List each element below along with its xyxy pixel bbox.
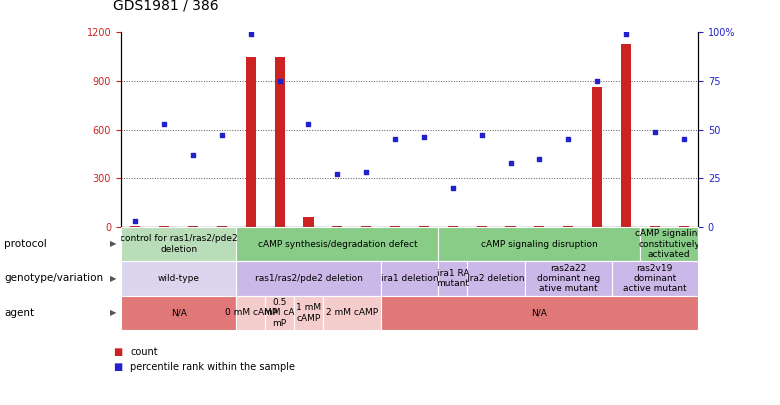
Point bbox=[678, 136, 690, 143]
Bar bbox=[679, 226, 689, 227]
Point bbox=[245, 31, 257, 38]
Text: cAMP synthesis/degradation defect: cAMP synthesis/degradation defect bbox=[257, 239, 417, 249]
Bar bbox=[332, 226, 342, 227]
Text: ras2v19
dominant
active mutant: ras2v19 dominant active mutant bbox=[623, 264, 686, 293]
Text: genotype/variation: genotype/variation bbox=[4, 273, 103, 283]
Point bbox=[649, 128, 661, 135]
Bar bbox=[438, 227, 640, 261]
Point bbox=[389, 136, 402, 143]
Point bbox=[332, 171, 344, 177]
Bar bbox=[265, 296, 294, 330]
Bar bbox=[130, 226, 140, 227]
Text: control for ras1/ras2/pde2
deletion: control for ras1/ras2/pde2 deletion bbox=[120, 234, 237, 254]
Point bbox=[476, 132, 488, 139]
Point bbox=[158, 121, 171, 127]
Bar bbox=[467, 261, 525, 296]
Bar bbox=[650, 226, 660, 227]
Bar bbox=[303, 217, 314, 227]
Text: 2 mM cAMP: 2 mM cAMP bbox=[326, 308, 378, 318]
Point bbox=[418, 134, 431, 141]
Bar bbox=[621, 44, 631, 227]
Text: ▶: ▶ bbox=[110, 274, 116, 283]
Text: percentile rank within the sample: percentile rank within the sample bbox=[130, 362, 296, 371]
Point bbox=[591, 78, 604, 84]
Bar bbox=[159, 226, 169, 227]
Bar bbox=[419, 226, 429, 227]
Point bbox=[447, 185, 459, 191]
Text: ▶: ▶ bbox=[110, 239, 116, 249]
Bar bbox=[121, 296, 236, 330]
Bar bbox=[236, 296, 265, 330]
Bar bbox=[438, 261, 467, 296]
Point bbox=[129, 218, 142, 224]
Point bbox=[505, 160, 517, 166]
Bar bbox=[381, 296, 698, 330]
Text: wild-type: wild-type bbox=[158, 274, 200, 283]
Text: ira1 deletion: ira1 deletion bbox=[381, 274, 438, 283]
Text: ■: ■ bbox=[113, 347, 122, 357]
Text: ira2 deletion: ira2 deletion bbox=[467, 274, 525, 283]
Text: ■: ■ bbox=[113, 362, 122, 371]
Bar bbox=[381, 261, 438, 296]
Point bbox=[620, 31, 633, 38]
Text: ▶: ▶ bbox=[110, 308, 116, 318]
Point bbox=[562, 136, 575, 143]
Text: agent: agent bbox=[4, 308, 34, 318]
Point bbox=[215, 132, 229, 139]
Bar bbox=[217, 226, 227, 227]
Text: ira1 RA
mutant: ira1 RA mutant bbox=[436, 269, 470, 288]
Text: GDS1981 / 386: GDS1981 / 386 bbox=[113, 0, 218, 12]
Text: N/A: N/A bbox=[531, 308, 548, 318]
Bar bbox=[592, 87, 602, 227]
Bar bbox=[246, 57, 256, 227]
Bar bbox=[612, 261, 698, 296]
Bar bbox=[390, 226, 400, 227]
Bar bbox=[505, 226, 516, 227]
Bar bbox=[121, 261, 236, 296]
Bar bbox=[640, 227, 698, 261]
Point bbox=[534, 156, 546, 162]
Point bbox=[274, 78, 286, 84]
Bar bbox=[361, 226, 371, 227]
Bar bbox=[323, 296, 381, 330]
Text: protocol: protocol bbox=[4, 239, 47, 249]
Point bbox=[303, 121, 315, 127]
Bar bbox=[563, 226, 573, 227]
Text: ras2a22
dominant neg
ative mutant: ras2a22 dominant neg ative mutant bbox=[537, 264, 600, 293]
Point bbox=[360, 169, 373, 176]
Text: N/A: N/A bbox=[171, 308, 186, 318]
Bar bbox=[534, 226, 544, 227]
Point bbox=[187, 151, 200, 158]
Text: 0 mM cAMP: 0 mM cAMP bbox=[225, 308, 277, 318]
Bar bbox=[236, 227, 438, 261]
Bar bbox=[294, 296, 323, 330]
Text: cAMP signaling disruption: cAMP signaling disruption bbox=[481, 239, 597, 249]
Text: cAMP signaling
constitutively
activated: cAMP signaling constitutively activated bbox=[635, 229, 704, 259]
Bar bbox=[525, 261, 612, 296]
Bar bbox=[188, 226, 198, 227]
Text: 0.5
mM cA
mP: 0.5 mM cA mP bbox=[264, 298, 295, 328]
Text: 1 mM
cAMP: 1 mM cAMP bbox=[296, 303, 321, 322]
Text: ras1/ras2/pde2 deletion: ras1/ras2/pde2 deletion bbox=[254, 274, 363, 283]
Bar bbox=[477, 226, 487, 227]
Bar bbox=[121, 227, 236, 261]
Bar bbox=[236, 261, 381, 296]
Text: count: count bbox=[130, 347, 158, 357]
Bar bbox=[275, 57, 285, 227]
Bar bbox=[448, 226, 458, 227]
